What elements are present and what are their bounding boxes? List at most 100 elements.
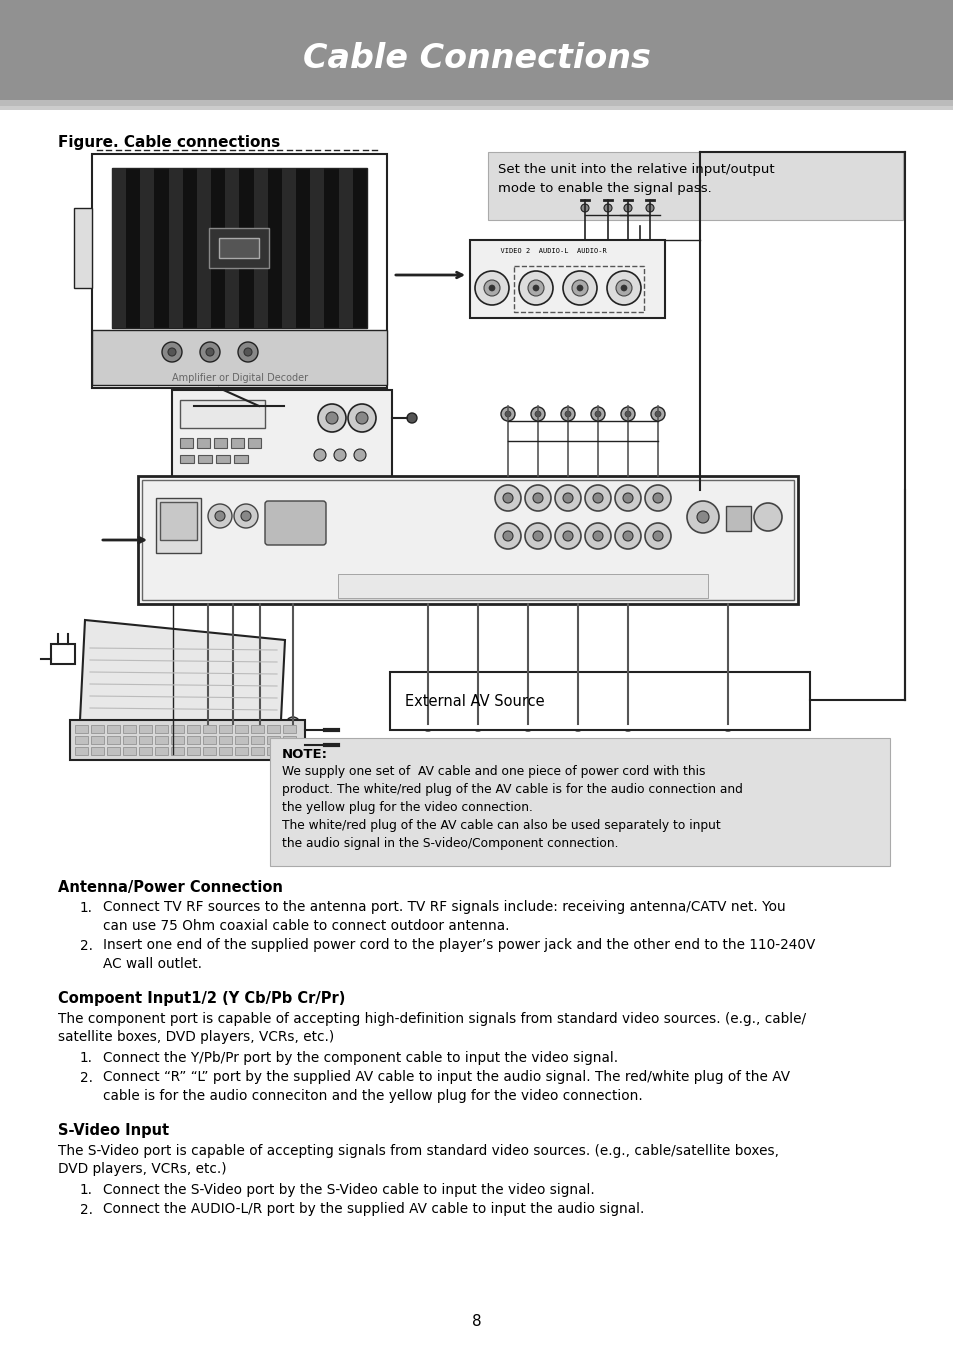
Circle shape [697,512,708,522]
Circle shape [502,531,513,541]
FancyBboxPatch shape [219,725,232,733]
Circle shape [354,450,366,460]
FancyBboxPatch shape [142,481,793,599]
FancyBboxPatch shape [123,725,136,733]
FancyBboxPatch shape [160,502,196,540]
Circle shape [256,721,263,728]
Text: AC wall outlet.: AC wall outlet. [103,957,202,971]
FancyBboxPatch shape [219,238,258,258]
FancyBboxPatch shape [139,725,152,733]
Text: 8: 8 [472,1315,481,1330]
Circle shape [326,412,337,424]
Circle shape [562,271,597,305]
FancyBboxPatch shape [0,0,953,100]
FancyBboxPatch shape [267,725,280,733]
Circle shape [615,522,640,549]
Circle shape [555,522,580,549]
Circle shape [555,485,580,512]
Circle shape [518,271,553,305]
Circle shape [644,485,670,512]
Circle shape [424,721,431,728]
Text: Compoent Input1/2 (Y Cb/Pb Cr/Pr): Compoent Input1/2 (Y Cb/Pb Cr/Pr) [58,991,345,1007]
FancyBboxPatch shape [107,747,120,755]
Text: Figure. Cable connections: Figure. Cable connections [58,135,280,150]
FancyBboxPatch shape [270,738,889,865]
FancyBboxPatch shape [470,240,664,319]
Circle shape [348,404,375,432]
FancyBboxPatch shape [180,455,193,463]
Polygon shape [80,620,285,740]
Text: the audio signal in the S-video/Component connection.: the audio signal in the S-video/Componen… [282,837,618,850]
FancyBboxPatch shape [171,747,184,755]
Circle shape [407,413,416,423]
FancyBboxPatch shape [0,107,953,109]
Circle shape [168,348,175,356]
Text: the yellow plug for the video connection.: the yellow plug for the video connection… [282,801,533,814]
Text: Connect the AUDIO-L/R port by the supplied AV cable to input the audio signal.: Connect the AUDIO-L/R port by the suppli… [103,1203,643,1216]
FancyBboxPatch shape [75,736,88,744]
FancyBboxPatch shape [251,747,264,755]
Circle shape [244,348,252,356]
FancyBboxPatch shape [171,725,184,733]
Text: 2.: 2. [80,1203,92,1216]
Text: Connect TV RF sources to the antenna port. TV RF signals include: receiving ante: Connect TV RF sources to the antenna por… [103,900,785,914]
Circle shape [616,279,631,296]
Text: 1.: 1. [80,1052,92,1065]
Circle shape [208,504,232,528]
Text: The S-Video port is capable of accepting signals from standard video sources. (e: The S-Video port is capable of accepting… [58,1143,779,1158]
FancyBboxPatch shape [0,100,953,107]
Text: cable is for the audio conneciton and the yellow plug for the video connection.: cable is for the audio conneciton and th… [103,1089,642,1103]
FancyBboxPatch shape [196,437,210,448]
Text: NOTE:: NOTE: [282,748,328,761]
Circle shape [520,717,535,730]
FancyBboxPatch shape [234,747,248,755]
FancyBboxPatch shape [180,437,193,448]
FancyBboxPatch shape [156,498,201,554]
Circle shape [533,493,542,504]
FancyBboxPatch shape [283,747,295,755]
FancyBboxPatch shape [251,736,264,744]
Text: Set the unit into the relative input/output
mode to enable the signal pass.: Set the unit into the relative input/out… [497,163,774,194]
Circle shape [753,504,781,531]
Circle shape [623,204,631,212]
Circle shape [206,348,213,356]
Circle shape [500,406,515,421]
FancyBboxPatch shape [74,208,91,288]
FancyBboxPatch shape [196,167,211,328]
FancyBboxPatch shape [187,747,200,755]
FancyBboxPatch shape [267,736,280,744]
FancyBboxPatch shape [310,167,324,328]
Circle shape [624,721,630,728]
Text: 2.: 2. [80,938,92,953]
Circle shape [314,450,326,460]
Circle shape [724,721,730,728]
FancyBboxPatch shape [283,725,295,733]
Circle shape [624,410,630,417]
Circle shape [620,717,635,730]
FancyBboxPatch shape [154,725,168,733]
FancyBboxPatch shape [140,167,154,328]
FancyBboxPatch shape [187,736,200,744]
Circle shape [253,717,267,730]
Circle shape [475,721,480,728]
FancyBboxPatch shape [282,167,295,328]
Circle shape [650,406,664,421]
FancyBboxPatch shape [337,574,707,598]
Circle shape [620,406,635,421]
Text: 2.: 2. [80,1071,92,1084]
FancyBboxPatch shape [265,501,326,545]
FancyBboxPatch shape [112,167,367,328]
FancyBboxPatch shape [91,747,104,755]
Circle shape [524,485,551,512]
Circle shape [226,717,240,730]
Circle shape [524,721,531,728]
FancyBboxPatch shape [203,736,215,744]
Circle shape [334,450,346,460]
Circle shape [475,271,509,305]
Circle shape [533,531,542,541]
FancyBboxPatch shape [231,437,244,448]
Circle shape [524,522,551,549]
Circle shape [233,504,257,528]
Circle shape [686,501,719,533]
Circle shape [502,493,513,504]
